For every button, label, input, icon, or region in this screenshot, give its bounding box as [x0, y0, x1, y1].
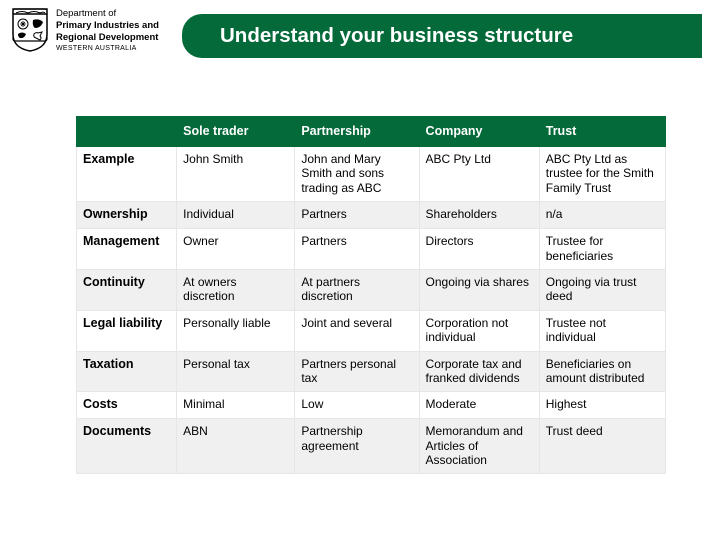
row-label: Ownership: [77, 202, 177, 229]
table-row: DocumentsABNPartnership agreementMemoran…: [77, 419, 666, 474]
table-cell: Corporation not individual: [419, 310, 539, 351]
col-header-sole-trader: Sole trader: [177, 117, 295, 147]
table-row: TaxationPersonal taxPartners personal ta…: [77, 351, 666, 392]
table-cell: Partners: [295, 202, 419, 229]
table-cell: John and Mary Smith and sons trading as …: [295, 147, 419, 202]
table-cell: At owners discretion: [177, 269, 295, 310]
col-header-partnership: Partnership: [295, 117, 419, 147]
table-cell: John Smith: [177, 147, 295, 202]
table-body: ExampleJohn SmithJohn and Mary Smith and…: [77, 147, 666, 474]
table-cell: Partners personal tax: [295, 351, 419, 392]
table-row: Legal liabilityPersonally liableJoint an…: [77, 310, 666, 351]
table-cell: Beneficiaries on amount distributed: [539, 351, 665, 392]
page-title: Understand your business structure: [220, 24, 573, 48]
col-header-trust: Trust: [539, 117, 665, 147]
page-header: Department of Primary Industries and Reg…: [0, 0, 720, 72]
table-cell: Ongoing via shares: [419, 269, 539, 310]
department-name: Department of Primary Industries and Reg…: [56, 8, 159, 53]
table-row: ManagementOwnerPartnersDirectorsTrustee …: [77, 229, 666, 270]
dept-line1: Department of: [56, 8, 159, 20]
table-row: OwnershipIndividualPartnersShareholdersn…: [77, 202, 666, 229]
table-cell: ABC Pty Ltd as trustee for the Smith Fam…: [539, 147, 665, 202]
business-structure-table: Sole trader Partnership Company Trust Ex…: [76, 116, 666, 474]
table-row: ContinuityAt owners discretionAt partner…: [77, 269, 666, 310]
table-row: ExampleJohn SmithJohn and Mary Smith and…: [77, 147, 666, 202]
row-label: Continuity: [77, 269, 177, 310]
row-label: Costs: [77, 392, 177, 419]
table-cell: Memorandum and Articles of Association: [419, 419, 539, 474]
table-cell: ABN: [177, 419, 295, 474]
table-cell: At partners discretion: [295, 269, 419, 310]
table-cell: Personally liable: [177, 310, 295, 351]
row-label: Documents: [77, 419, 177, 474]
row-label: Management: [77, 229, 177, 270]
wa-crest-icon: [12, 8, 48, 52]
col-header-blank: [77, 117, 177, 147]
row-label: Taxation: [77, 351, 177, 392]
dept-line4: WESTERN AUSTRALIA: [56, 45, 159, 54]
table-cell: Highest: [539, 392, 665, 419]
row-label: Legal liability: [77, 310, 177, 351]
title-bar: Understand your business structure: [182, 14, 702, 58]
table-cell: Corporate tax and franked dividends: [419, 351, 539, 392]
table-cell: Partners: [295, 229, 419, 270]
table-row: CostsMinimalLowModerateHighest: [77, 392, 666, 419]
table-cell: Joint and several: [295, 310, 419, 351]
table-cell: Personal tax: [177, 351, 295, 392]
table-cell: Shareholders: [419, 202, 539, 229]
table-cell: Trust deed: [539, 419, 665, 474]
table-cell: Owner: [177, 229, 295, 270]
table-cell: Directors: [419, 229, 539, 270]
dept-line2: Primary Industries and: [56, 20, 159, 32]
table-cell: Trustee for beneficiaries: [539, 229, 665, 270]
table-cell: ABC Pty Ltd: [419, 147, 539, 202]
table-cell: Partnership agreement: [295, 419, 419, 474]
business-structure-table-wrap: Sole trader Partnership Company Trust Ex…: [76, 116, 666, 474]
dept-line3: Regional Development: [56, 32, 159, 44]
table-cell: Moderate: [419, 392, 539, 419]
table-cell: Minimal: [177, 392, 295, 419]
table-cell: Individual: [177, 202, 295, 229]
table-cell: n/a: [539, 202, 665, 229]
table-cell: Trustee not individual: [539, 310, 665, 351]
table-header-row: Sole trader Partnership Company Trust: [77, 117, 666, 147]
row-label: Example: [77, 147, 177, 202]
col-header-company: Company: [419, 117, 539, 147]
table-cell: Low: [295, 392, 419, 419]
table-cell: Ongoing via trust deed: [539, 269, 665, 310]
